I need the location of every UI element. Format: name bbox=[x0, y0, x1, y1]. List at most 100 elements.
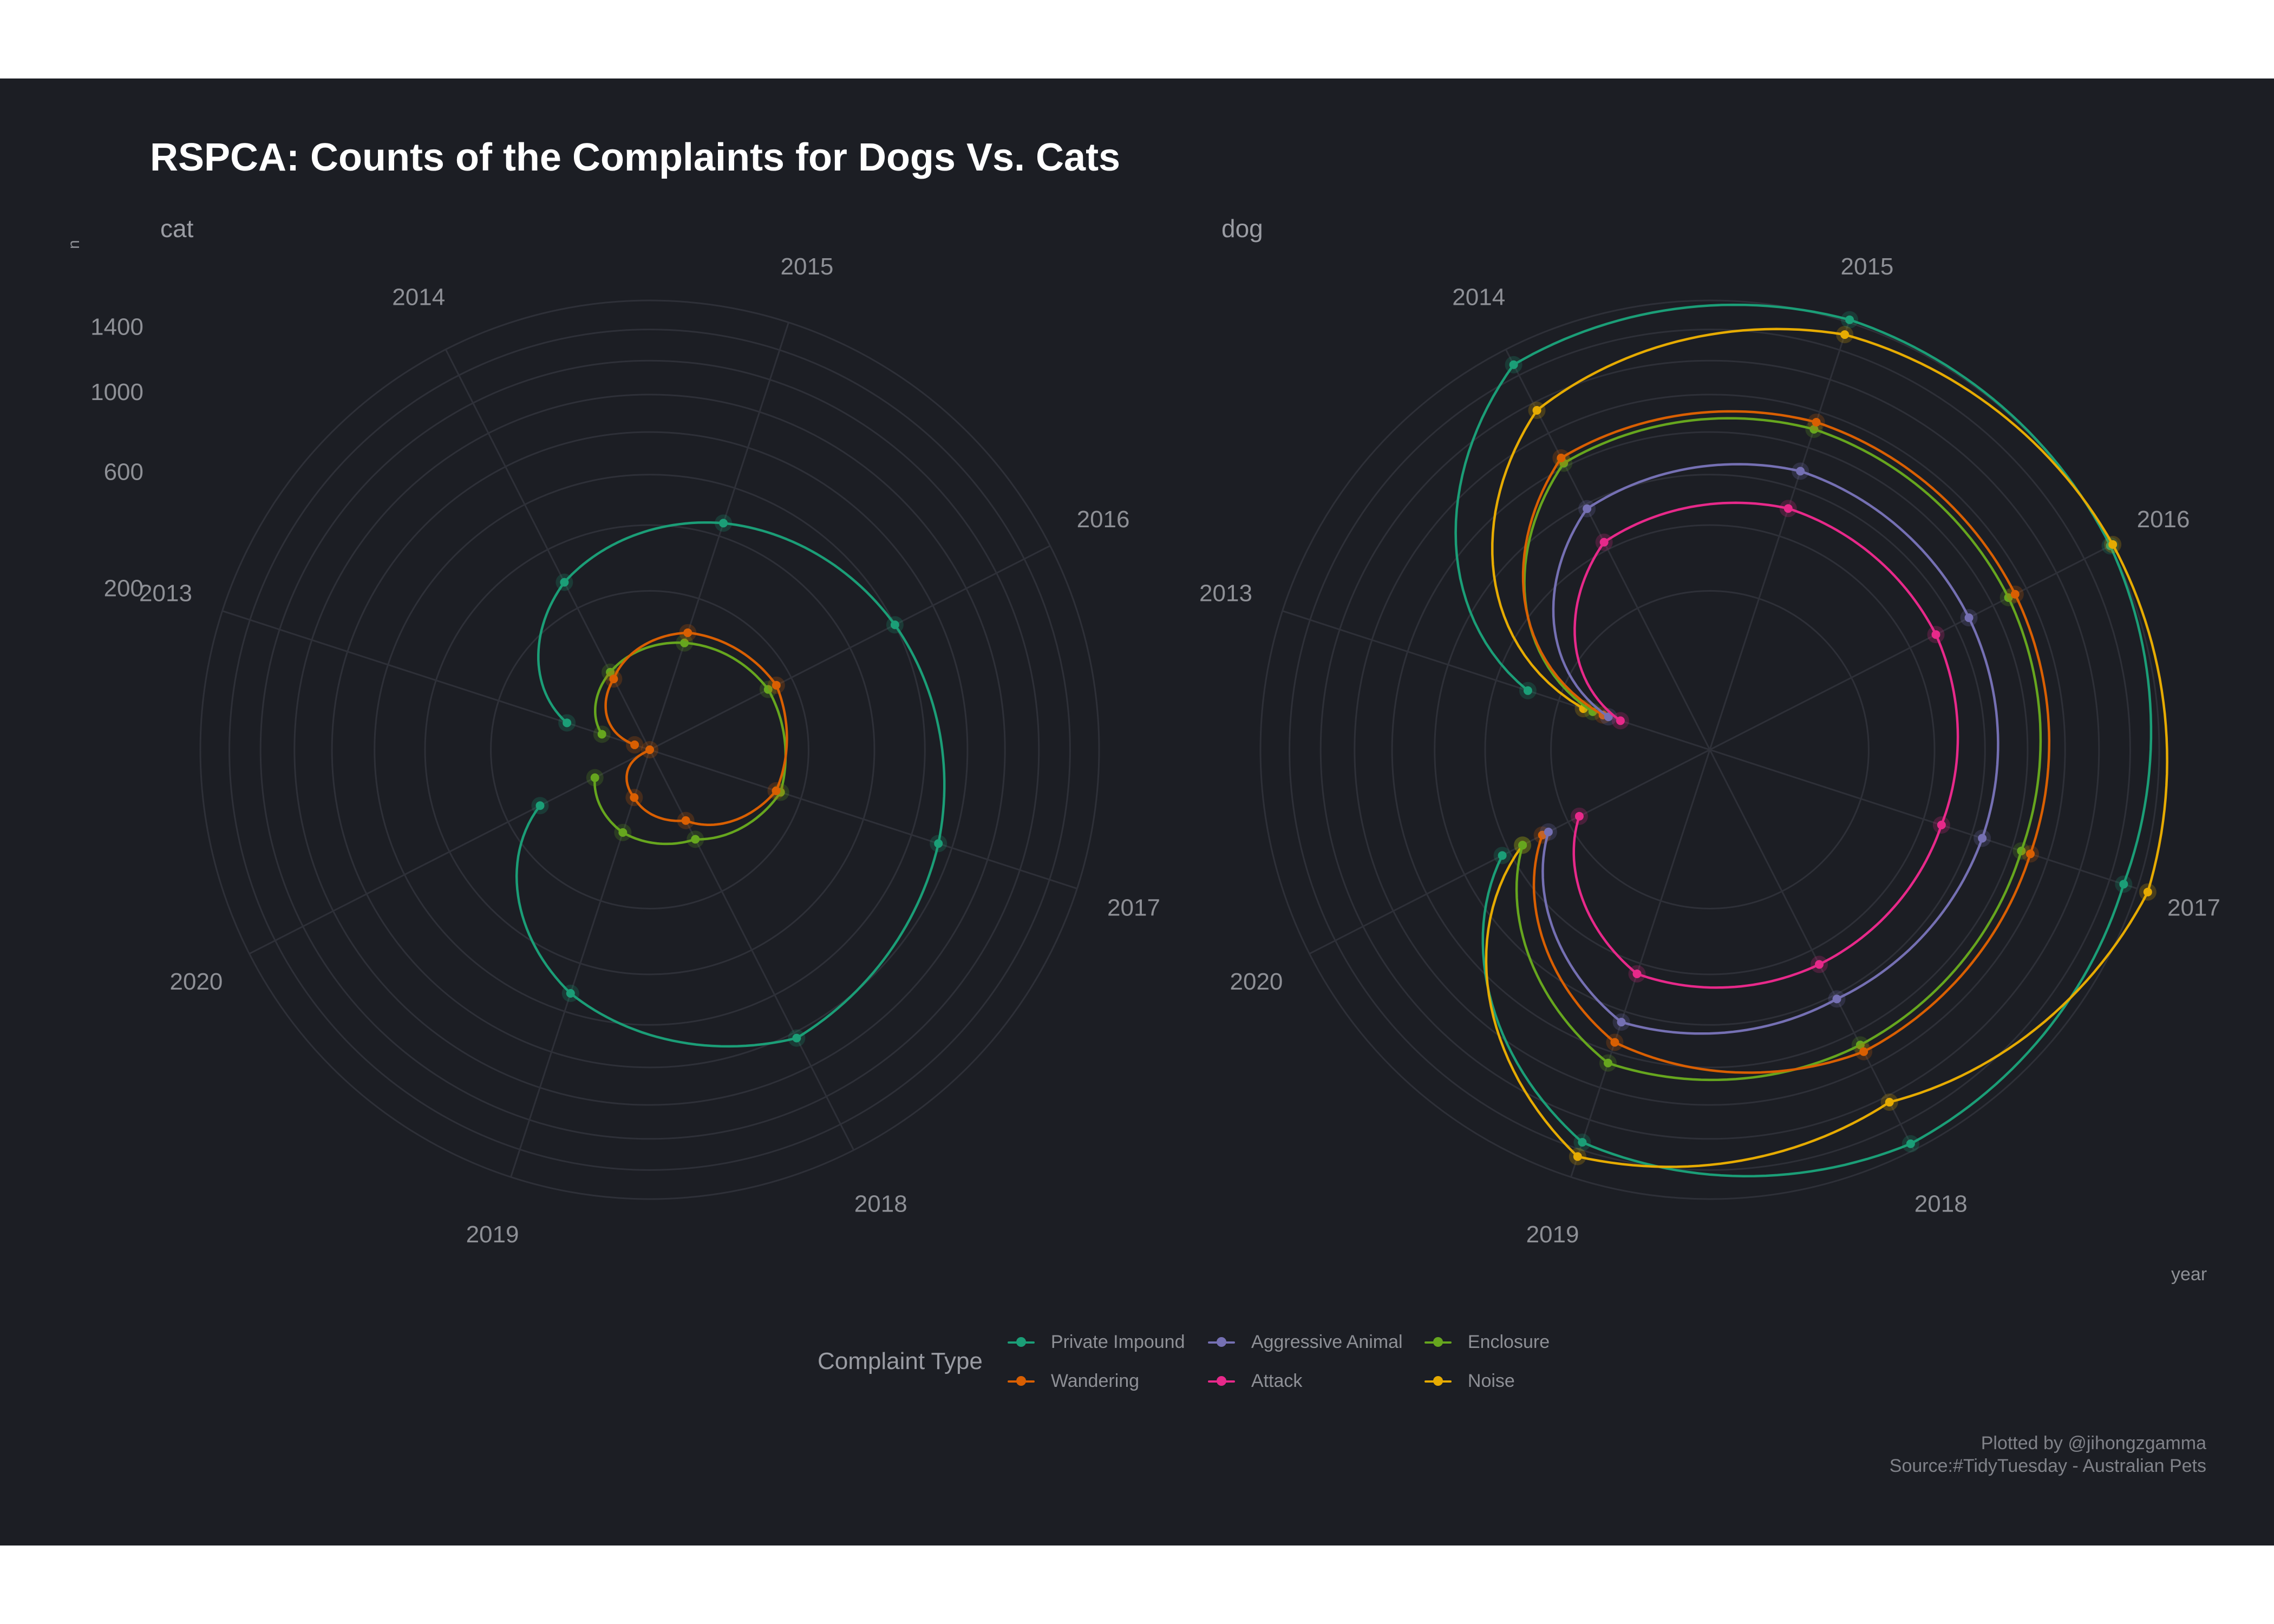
dog-point-enclosure bbox=[1809, 424, 1819, 434]
dog-point-attack bbox=[1937, 821, 1946, 830]
theta-tick-label: 2013 bbox=[139, 580, 192, 607]
grid-spoke bbox=[445, 349, 651, 750]
cat-point-private-impound bbox=[792, 1033, 801, 1043]
cat-point-enclosure bbox=[618, 828, 628, 837]
grid-spoke bbox=[1709, 545, 2111, 751]
theta-tick-label: 2013 bbox=[1199, 580, 1252, 607]
legend-item-private-impound: Private Impound bbox=[1004, 1322, 1205, 1361]
legend-label-aggressive-animal: Aggressive Animal bbox=[1251, 1331, 1403, 1352]
dog-point-enclosure bbox=[1855, 1040, 1865, 1050]
dog-series-line-aggressive-animal bbox=[1541, 463, 1999, 1035]
dog-point-noise bbox=[1532, 406, 1541, 415]
dog-point-attack bbox=[1931, 630, 1940, 639]
grid-spoke bbox=[1709, 322, 1850, 750]
theta-tick-label: 2015 bbox=[781, 253, 834, 280]
legend-label-noise: Noise bbox=[1467, 1370, 1515, 1391]
grid-circle bbox=[424, 524, 875, 975]
dog-point-wandering bbox=[2010, 590, 2020, 599]
cat-point-wandering bbox=[630, 740, 639, 749]
dog-point-private-impound bbox=[1498, 851, 1507, 860]
dog-point-enclosure bbox=[1603, 1058, 1612, 1068]
theta-tick-label: 2014 bbox=[1452, 284, 1505, 310]
facet-label-dog: dog bbox=[1221, 214, 1263, 243]
facet-label-cat: cat bbox=[160, 214, 194, 243]
grid-spoke bbox=[510, 749, 651, 1177]
theta-tick-label: 2015 bbox=[1841, 253, 1894, 280]
theta-tick-label: 2018 bbox=[1914, 1191, 1968, 1217]
grid-circle bbox=[1259, 299, 2160, 1200]
grid-circle bbox=[331, 431, 969, 1069]
caption: Plotted by @jihongzgamma Source:#TidyTue… bbox=[1890, 1432, 2206, 1477]
grid-spoke bbox=[649, 749, 1077, 889]
cat-point-enclosure bbox=[763, 685, 773, 694]
legend-label-attack: Attack bbox=[1251, 1370, 1303, 1391]
r-tick-label: 1000 bbox=[90, 379, 143, 405]
cat-point-enclosure bbox=[680, 638, 689, 647]
cat-point-private-impound bbox=[563, 718, 572, 728]
legend-key-attack bbox=[1205, 1373, 1238, 1389]
dog-point-aggressive-animal bbox=[1796, 467, 1805, 476]
dog-point-aggressive-animal bbox=[1583, 504, 1592, 513]
theta-tick-label: 2019 bbox=[466, 1221, 519, 1248]
grid-spoke bbox=[649, 749, 855, 1151]
legend-item-attack: Attack bbox=[1205, 1361, 1421, 1400]
dog-point-noise bbox=[1840, 330, 1850, 339]
dog-point-private-impound bbox=[1509, 360, 1518, 369]
legend-key-aggressive-animal bbox=[1205, 1334, 1238, 1350]
grid-spoke bbox=[222, 610, 650, 751]
dog-point-wandering bbox=[1859, 1047, 1868, 1056]
dog-point-aggressive-animal bbox=[1604, 712, 1613, 722]
dog-point-noise bbox=[2143, 887, 2152, 896]
grid-circle bbox=[1484, 524, 1936, 975]
cat-point-wandering bbox=[683, 628, 692, 637]
legend-item-aggressive-animal: Aggressive Animal bbox=[1205, 1322, 1421, 1361]
dog-point-aggressive-animal bbox=[1964, 613, 1974, 623]
dog-point-aggressive-animal bbox=[1978, 834, 1987, 843]
grid-circle bbox=[293, 394, 1006, 1106]
grid-spoke bbox=[649, 322, 789, 750]
dog-point-attack bbox=[1632, 969, 1642, 978]
grid-circle bbox=[490, 590, 809, 909]
cat-series-line-enclosure bbox=[593, 641, 787, 846]
grid-circle bbox=[1319, 359, 2100, 1140]
theta-tick-label: 2016 bbox=[1077, 506, 1130, 533]
legend-key-wandering bbox=[1004, 1373, 1038, 1389]
cat-point-private-impound bbox=[566, 989, 575, 998]
grid-circle bbox=[1354, 394, 2066, 1106]
grid-spoke bbox=[1570, 749, 1711, 1177]
cat-point-enclosure bbox=[590, 773, 599, 782]
dog-point-wandering bbox=[1812, 417, 1821, 427]
r-tick-label: 200 bbox=[104, 575, 143, 602]
r-tick-label: 600 bbox=[104, 459, 143, 486]
dog-series-line-private-impound bbox=[1454, 303, 2153, 1177]
legend-item-noise: Noise bbox=[1421, 1361, 1584, 1400]
cat-point-private-impound bbox=[890, 620, 899, 630]
dog-point-private-impound bbox=[1578, 1138, 1587, 1147]
grid-spoke bbox=[1505, 349, 1711, 750]
cat-point-private-impound bbox=[560, 578, 569, 587]
x-axis-label: year bbox=[2171, 1264, 2207, 1285]
cat-point-wandering bbox=[645, 745, 654, 754]
dog-point-aggressive-animal bbox=[1617, 1018, 1626, 1027]
theta-tick-label: 2014 bbox=[392, 284, 445, 310]
grid-spoke bbox=[249, 749, 650, 955]
grid-spoke bbox=[1309, 749, 1710, 955]
cat-point-wandering bbox=[681, 816, 690, 825]
dog-point-enclosure bbox=[2017, 846, 2026, 855]
cat-series-line-private-impound bbox=[515, 521, 946, 1048]
caption-credit: Plotted by @jihongzgamma bbox=[1981, 1433, 2206, 1453]
dog-point-wandering bbox=[1557, 453, 1566, 462]
cat-point-private-impound bbox=[934, 839, 943, 848]
theta-tick-label: 2019 bbox=[1526, 1221, 1579, 1248]
dog-point-noise bbox=[1573, 1152, 1582, 1161]
legend-item-wandering: Wandering bbox=[1004, 1361, 1205, 1400]
dog-point-attack bbox=[1815, 960, 1824, 969]
dog-point-enclosure bbox=[2004, 593, 2013, 602]
dog-point-aggressive-animal bbox=[1832, 994, 1841, 1004]
cat-point-enclosure bbox=[606, 667, 615, 677]
legend-key-enclosure bbox=[1421, 1334, 1455, 1350]
grid-spoke bbox=[649, 545, 1051, 751]
dog-point-wandering bbox=[1610, 1038, 1619, 1047]
r-tick-label: 1400 bbox=[90, 314, 143, 340]
dog-point-enclosure bbox=[1518, 841, 1527, 850]
